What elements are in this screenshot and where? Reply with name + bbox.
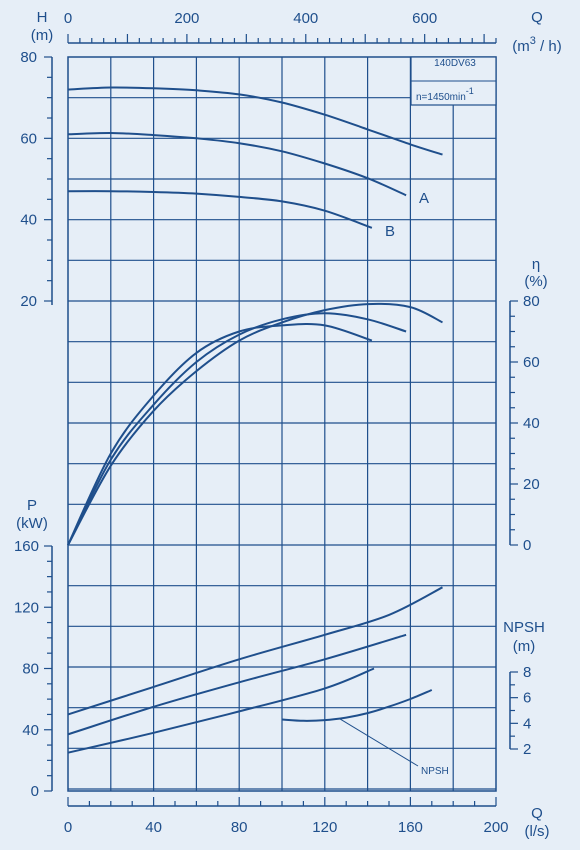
eta-tick-label: 40: [523, 415, 540, 432]
npsh-tick-label: 8: [523, 664, 531, 681]
h-axis-title: H: [37, 9, 48, 26]
head-curve-1: [67, 86, 443, 156]
npsh-tick-label: 6: [523, 690, 531, 707]
head-curve-2: [67, 131, 407, 197]
p-axis-unit: (kW): [16, 515, 48, 532]
p-tick-label: 0: [31, 783, 39, 800]
curve-label-b: B: [385, 223, 395, 240]
speed-label: n=1450min-1: [416, 86, 474, 103]
h-tick-label: 80: [20, 49, 37, 66]
power-curve-2: [67, 633, 407, 736]
h-tick-label: 60: [20, 130, 37, 147]
speed-text: n=1450min: [416, 92, 466, 103]
efficiency-curve-3: [67, 323, 373, 546]
npsh-leader-line: [339, 718, 419, 767]
p-tick-label: 120: [14, 599, 39, 616]
q-top-title: Q: [531, 9, 543, 26]
speed-sup: -1: [466, 86, 474, 96]
npsh-curve-1: [281, 689, 433, 722]
power-curve-3: [67, 667, 375, 754]
q-top-tick-label: 400: [293, 10, 318, 27]
efficiency-curve-2: [67, 312, 407, 546]
q-top-unit: (m3 / h): [512, 35, 561, 55]
q-bottom-tick-label: 80: [231, 819, 248, 836]
npsh-annotation: NPSH: [421, 766, 449, 777]
head-curve-3: [67, 190, 373, 229]
eta-axis-title: η: [532, 256, 540, 273]
npsh-axis-title: NPSH: [503, 619, 545, 636]
q-bottom-tick-label: 200: [483, 819, 508, 836]
p-tick-label: 80: [22, 661, 39, 678]
q-top-tick-label: 0: [64, 10, 72, 27]
q-bottom-unit: (l/s): [525, 823, 550, 840]
npsh-tick-label: 4: [523, 715, 531, 732]
q-top-unit-sup: 3: [530, 35, 536, 47]
q-bottom-tick-label: 0: [64, 819, 72, 836]
curve-label-a: A: [419, 190, 429, 207]
p-tick-label: 160: [14, 538, 39, 555]
h-axis-unit: (m): [31, 27, 54, 44]
npsh-axis-unit: (m): [513, 638, 536, 655]
eta-tick-label: 0: [523, 537, 531, 554]
eta-tick-label: 80: [523, 293, 540, 310]
eta-tick-label: 60: [523, 354, 540, 371]
grid: [67, 56, 497, 792]
q-bottom-tick-label: 160: [398, 819, 423, 836]
p-tick-label: 40: [22, 722, 39, 739]
power-curve-1: [67, 586, 443, 716]
q-top-unit-b: / h): [536, 38, 562, 55]
q-bottom-title: Q: [531, 805, 543, 822]
efficiency-curve-1: [67, 302, 443, 546]
npsh-tick-label: 2: [523, 741, 531, 758]
q-top-tick-label: 200: [174, 10, 199, 27]
q-top-unit-a: (m: [512, 38, 530, 55]
p-axis-title: P: [27, 497, 37, 514]
q-top-tick-label: 600: [412, 10, 437, 27]
eta-axis-unit: (%): [524, 273, 547, 290]
h-tick-label: 20: [20, 293, 37, 310]
q-bottom-tick-label: 120: [312, 819, 337, 836]
q-bottom-tick-label: 40: [145, 819, 162, 836]
h-tick-label: 40: [20, 212, 37, 229]
model-label: 140DV63: [434, 58, 476, 69]
eta-tick-label: 20: [523, 476, 540, 493]
curves: [67, 86, 443, 767]
